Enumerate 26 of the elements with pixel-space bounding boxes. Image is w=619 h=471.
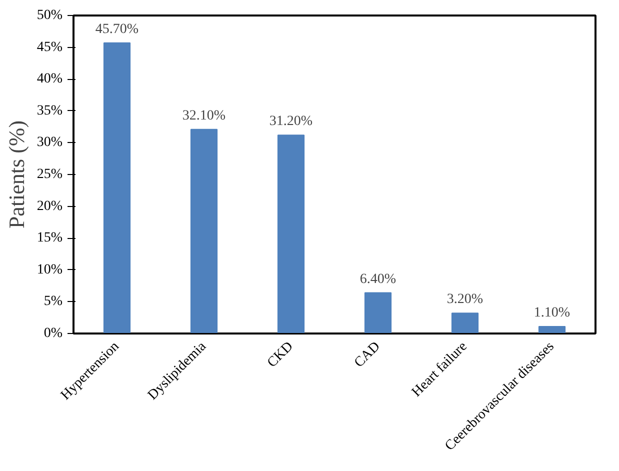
bar bbox=[190, 128, 218, 334]
x-tick-label: CAD bbox=[352, 339, 384, 371]
data-label: 6.40% bbox=[360, 272, 396, 287]
data-label: 32.10% bbox=[182, 108, 226, 124]
y-tick-label: 10% bbox=[36, 262, 63, 278]
data-label: 3.20% bbox=[446, 292, 484, 308]
bar bbox=[277, 134, 305, 334]
y-tick-label: 30% bbox=[36, 135, 63, 150]
bar bbox=[538, 326, 566, 334]
y-tick-label: 0% bbox=[44, 326, 63, 341]
y-tick-label: 35% bbox=[36, 103, 63, 118]
y-tick-label: 5% bbox=[44, 294, 63, 310]
y-tick-label: 15% bbox=[36, 230, 63, 246]
y-axis-title: Patients (%) bbox=[4, 120, 29, 229]
data-label: 1.10% bbox=[534, 306, 570, 321]
bar bbox=[451, 312, 479, 334]
x-tick-label: CKD bbox=[264, 339, 296, 371]
bar bbox=[103, 42, 131, 334]
y-tick-label: 20% bbox=[36, 198, 63, 214]
data-label: 31.20% bbox=[269, 114, 313, 130]
y-tick-label: 45% bbox=[36, 40, 63, 55]
bar bbox=[364, 292, 392, 334]
y-tick-label: 50% bbox=[36, 8, 63, 23]
y-tick-label: 40% bbox=[36, 72, 63, 87]
data-label: 45.70% bbox=[95, 22, 139, 37]
y-tick-label: 25% bbox=[36, 167, 63, 182]
